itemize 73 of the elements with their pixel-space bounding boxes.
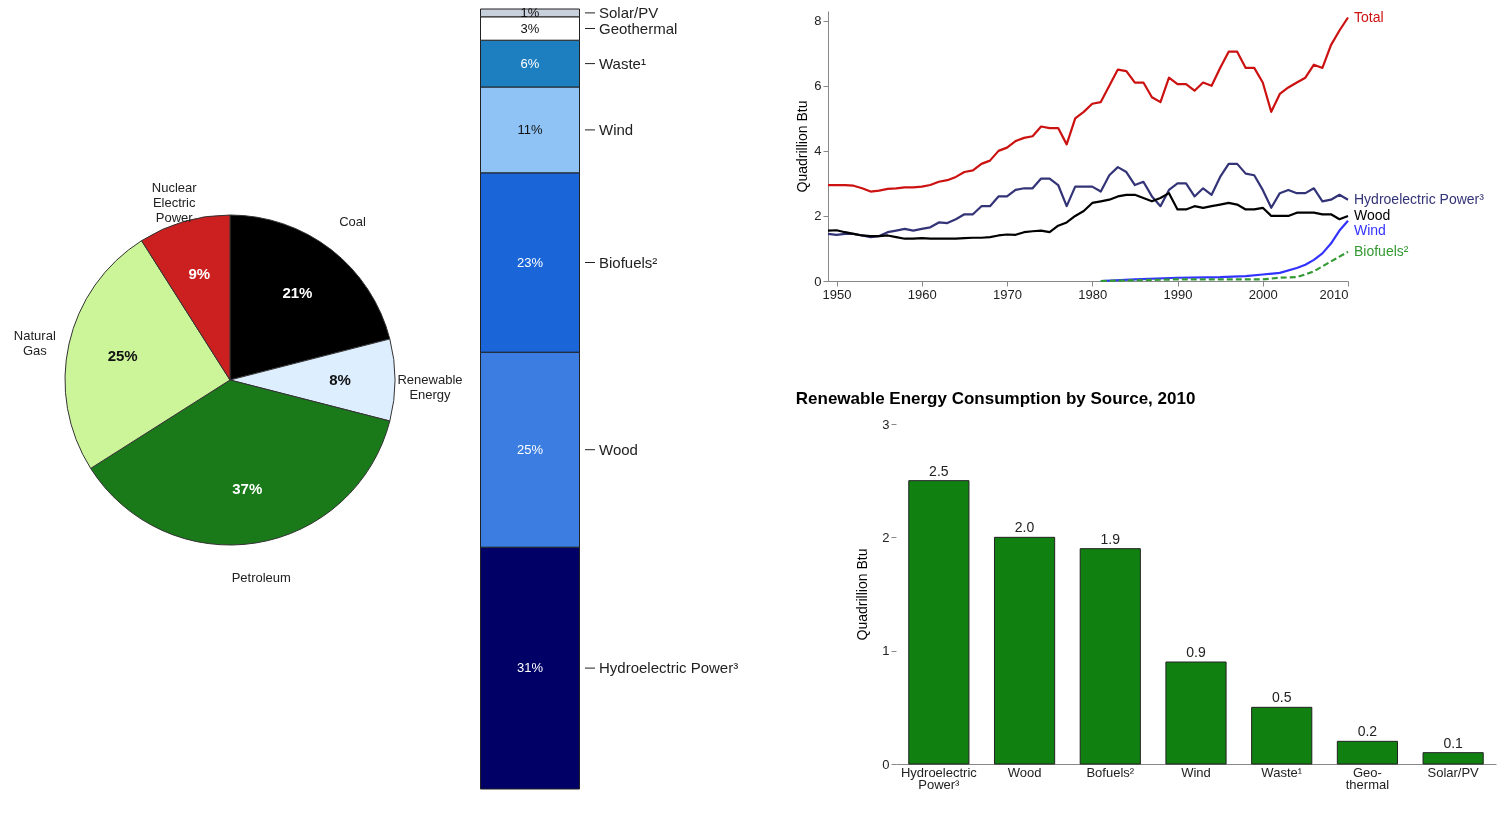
line-series xyxy=(1099,250,1350,283)
line-series xyxy=(826,16,1350,193)
data-label: 3% xyxy=(520,20,540,36)
x-tick-label: Wood xyxy=(1007,764,1042,780)
data-label: 25% xyxy=(516,441,544,457)
y-axis-title: Quadrillion Btu xyxy=(794,100,811,193)
x-tick-label: Wind xyxy=(1181,764,1211,780)
bar xyxy=(1422,752,1484,765)
y-tick-label: 6 xyxy=(814,78,822,94)
data-label: 0.5 xyxy=(1271,689,1292,706)
y-tick-label: 1 xyxy=(882,643,890,659)
legend-label: Waste¹ xyxy=(599,54,646,72)
slice-label: Natural Gas xyxy=(13,328,56,359)
series-label: Hydroelectric Power³ xyxy=(1354,190,1485,207)
bar xyxy=(1079,548,1141,765)
y-tick-label: 8 xyxy=(814,13,822,29)
legend-label: Geothermal xyxy=(599,19,678,37)
data-label: 31% xyxy=(516,660,544,676)
data-label: 0.1 xyxy=(1443,734,1464,751)
chart-title: Renewable Energy Consumption by Source, 2010 xyxy=(795,389,1196,408)
series-label: Biofuels² xyxy=(1354,242,1409,259)
data-label: 2.0 xyxy=(1014,519,1035,536)
x-tick-label: 1970 xyxy=(993,286,1022,302)
data-label: 8% xyxy=(329,371,351,388)
data-label: 2.5 xyxy=(929,462,949,479)
legend-label: Biofuels² xyxy=(599,253,658,271)
data-label: 37% xyxy=(232,479,263,497)
bar xyxy=(1251,706,1313,765)
x-tick-label: 2010 xyxy=(1319,286,1349,302)
x-tick-label: Hydroelectric Power³ xyxy=(900,764,978,792)
slice-label: Petroleum xyxy=(231,569,291,585)
legend-label: Wind xyxy=(599,120,634,138)
line-series xyxy=(826,192,1350,240)
bar xyxy=(1165,661,1227,765)
x-tick-label: 1950 xyxy=(822,286,852,302)
bar xyxy=(1336,740,1399,765)
bar xyxy=(993,536,1056,765)
x-tick-label: Bofuels² xyxy=(1086,764,1135,780)
legend-label: Wood xyxy=(599,440,638,458)
slice-label: Nuclear Electric Power xyxy=(151,179,198,225)
slice-label: Renewable Energy xyxy=(397,372,463,402)
y-tick-label: 3 xyxy=(882,416,890,432)
x-tick-label: Geo-thermal xyxy=(1345,764,1390,792)
slice-label: Coal xyxy=(339,213,367,229)
legend-label: Hydroelectric Power³ xyxy=(599,659,739,677)
data-label: 1% xyxy=(520,4,540,20)
x-tick-label: Waste¹ xyxy=(1261,764,1303,780)
y-tick-label: 0 xyxy=(814,273,822,289)
y-tick-label: 4 xyxy=(814,143,822,159)
series-label: Total xyxy=(1354,8,1384,25)
x-tick-label: 1960 xyxy=(907,286,937,302)
x-tick-label: 2000 xyxy=(1248,286,1278,302)
series-label: Wood xyxy=(1354,206,1391,223)
y-axis-title: Quadrillion Btu xyxy=(854,548,871,641)
x-tick-label: 1990 xyxy=(1163,286,1193,302)
x-tick-label: 1980 xyxy=(1078,286,1108,302)
data-label: 1.9 xyxy=(1100,530,1121,547)
data-label: 21% xyxy=(282,284,313,302)
y-tick-label: 2 xyxy=(814,208,822,224)
data-label: 0.9 xyxy=(1186,644,1206,660)
series-label: Wind xyxy=(1354,221,1386,238)
data-label: 25% xyxy=(107,347,138,364)
x-tick-label: Solar/PV xyxy=(1427,764,1480,780)
data-label: 23% xyxy=(516,254,544,270)
line-series xyxy=(826,162,1350,239)
y-tick-label: 2 xyxy=(882,529,890,545)
legend-label: Solar/PV xyxy=(599,3,659,21)
data-label: 11% xyxy=(517,121,543,137)
bar xyxy=(908,480,970,765)
data-label: 0.2 xyxy=(1357,723,1378,740)
y-tick-label: 0 xyxy=(882,756,890,772)
data-label: 6% xyxy=(520,55,540,71)
data-label: 9% xyxy=(188,265,211,283)
